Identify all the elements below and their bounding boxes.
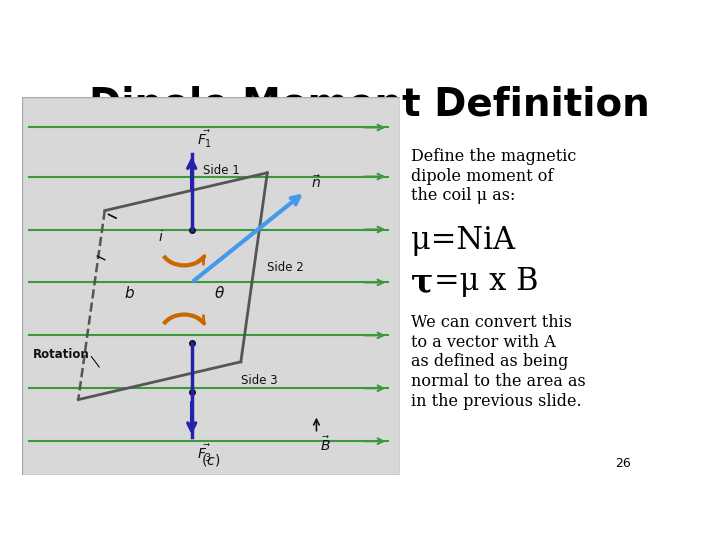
Text: μ=NiA: μ=NiA (411, 225, 515, 256)
Text: Side 3: Side 3 (240, 374, 277, 387)
Text: $\vec{F_3}$: $\vec{F_3}$ (197, 443, 212, 464)
Text: $(c)$: $(c)$ (201, 451, 220, 468)
Text: $i$: $i$ (158, 229, 163, 244)
Text: $\vec{B}$: $\vec{B}$ (320, 435, 331, 454)
Text: $b$: $b$ (124, 285, 135, 301)
Text: $\vec{n}$: $\vec{n}$ (311, 174, 321, 191)
Text: $\vec{F_1}$: $\vec{F_1}$ (197, 129, 212, 150)
Text: Dipole Moment Definition: Dipole Moment Definition (89, 85, 649, 124)
Text: =μ x B: =μ x B (434, 266, 539, 298)
Text: Side 2: Side 2 (267, 261, 304, 274)
Text: τ: τ (411, 266, 433, 300)
Text: Side 1: Side 1 (203, 164, 240, 177)
Text: Rotation: Rotation (33, 348, 90, 361)
Text: 26: 26 (616, 457, 631, 470)
Text: Define the magnetic
dipole moment of
the coil μ as:: Define the magnetic dipole moment of the… (411, 148, 576, 204)
Text: Magnetism: Magnetism (107, 457, 181, 470)
Text: We can convert this
to a vector with A
as defined as being
normal to the area as: We can convert this to a vector with A a… (411, 314, 585, 410)
Text: $\theta$: $\theta$ (215, 285, 225, 301)
